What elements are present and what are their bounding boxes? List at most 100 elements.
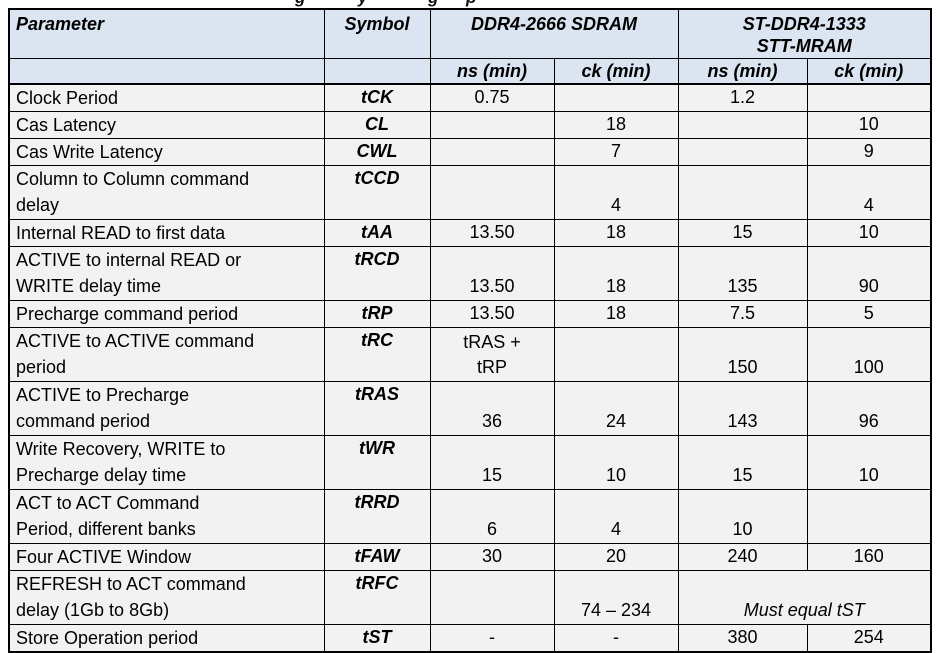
st-ck-cell — [806, 489, 932, 544]
symbol-cell: tRC — [323, 327, 431, 382]
symbol-cell: tCCD — [323, 165, 431, 220]
st-ns-cell: 15 — [677, 219, 808, 247]
st-ns-cell — [677, 165, 808, 220]
ddr4-ns-cell: - — [429, 624, 555, 653]
st-ns-cell: 10 — [677, 489, 808, 544]
parameter-cell: ACTIVE to Precharge command period — [8, 381, 325, 436]
ddr4-ck-cell: - — [553, 624, 679, 653]
st-ns-cell: 7.5 — [677, 300, 808, 328]
clipped-caption: gygp — [0, 0, 938, 7]
st-ns-cell: 380 — [677, 624, 808, 653]
st-ck-cell: 10 — [806, 219, 932, 247]
symbol-cell: tRP — [323, 300, 431, 328]
symbol-cell: tAA — [323, 219, 431, 247]
table-row: Write Recovery, WRITE to Precharge delay… — [8, 435, 932, 490]
st-ck-cell: 96 — [806, 381, 932, 436]
ddr4-ck-cell: 74 – 234 — [553, 570, 679, 625]
st-ck-cell: 5 — [806, 300, 932, 328]
ddr4-ns-cell: 13.50 — [429, 219, 555, 247]
ddr4-ck-cell — [553, 327, 679, 382]
parameter-cell: Cas Write Latency — [8, 138, 325, 166]
ddr4-ck-cell: 18 — [553, 111, 679, 139]
header-st-ns: ns (min) — [677, 57, 808, 85]
st-ns-cell: 15 — [677, 435, 808, 490]
st-ck-cell — [806, 83, 932, 112]
st-ns-cell: 240 — [677, 543, 808, 571]
st-ns-cell: 135 — [677, 246, 808, 301]
table-row: ACTIVE to internal READ or WRITE delay t… — [8, 246, 932, 301]
ddr4-ck-cell: 4 — [553, 165, 679, 220]
header-blank-parameter — [8, 57, 325, 85]
ddr4-ck-cell: 4 — [553, 489, 679, 544]
symbol-cell: tRCD — [323, 246, 431, 301]
parameter-cell: Four ACTIVE Window — [8, 543, 325, 571]
symbol-cell: tWR — [323, 435, 431, 490]
table-row: ACT to ACT Command Period, different ban… — [8, 489, 932, 544]
st-ns-cell: 143 — [677, 381, 808, 436]
table-header: Parameter Symbol DDR4-2666 SDRAM ST-DDR4… — [8, 8, 932, 85]
st-merged-cell: Must equal tST — [677, 570, 932, 625]
parameter-cell: Internal READ to first data — [8, 219, 325, 247]
parameter-cell: Clock Period — [8, 83, 325, 112]
parameter-cell: Cas Latency — [8, 111, 325, 139]
table-row: Store Operation period tST - - 380 254 — [8, 624, 932, 653]
clipped-caption-fragment: y — [358, 0, 367, 7]
st-ck-cell: 10 — [806, 111, 932, 139]
parameter-cell: ACTIVE to internal READ or WRITE delay t… — [8, 246, 325, 301]
st-ck-cell: 254 — [806, 624, 932, 653]
ddr4-ns-cell: 15 — [429, 435, 555, 490]
ddr4-ns-cell — [429, 165, 555, 220]
symbol-cell: tRFC — [323, 570, 431, 625]
st-ns-cell — [677, 111, 808, 139]
header-row-groups: Parameter Symbol DDR4-2666 SDRAM ST-DDR4… — [8, 8, 932, 59]
table-body: Clock Period tCK 0.75 1.2 Cas Latency CL… — [8, 83, 932, 653]
clipped-caption-fragment: g — [295, 0, 305, 7]
symbol-cell: tCK — [323, 83, 431, 112]
parameter-cell: ACTIVE to ACTIVE command period — [8, 327, 325, 382]
parameter-cell: Column to Column command delay — [8, 165, 325, 220]
st-ck-cell: 160 — [806, 543, 932, 571]
header-ddr4-ns: ns (min) — [429, 57, 555, 85]
header-st-ck: ck (min) — [806, 57, 932, 85]
st-ck-cell: 10 — [806, 435, 932, 490]
header-blank-symbol — [323, 57, 431, 85]
st-ck-cell: 100 — [806, 327, 932, 382]
parameter-cell: Write Recovery, WRITE to Precharge delay… — [8, 435, 325, 490]
table-row: Clock Period tCK 0.75 1.2 — [8, 83, 932, 112]
ddr4-ns-cell — [429, 138, 555, 166]
ddr4-ns-cell: 30 — [429, 543, 555, 571]
symbol-cell: CL — [323, 111, 431, 139]
symbol-cell: tFAW — [323, 543, 431, 571]
ddr4-ns-cell: 0.75 — [429, 83, 555, 112]
symbol-cell: tRRD — [323, 489, 431, 544]
table-row: Cas Latency CL 18 10 — [8, 111, 932, 139]
clipped-caption-fragment: g — [428, 0, 438, 7]
header-group-ddr4: DDR4-2666 SDRAM — [429, 8, 679, 59]
table-row: Four ACTIVE Window tFAW 30 20 240 160 — [8, 543, 932, 571]
st-ns-cell — [677, 138, 808, 166]
ddr4-ns-cell: tRAS + tRP — [429, 327, 555, 382]
header-ddr4-ck: ck (min) — [553, 57, 679, 85]
header-group-st: ST-DDR4-1333 STT-MRAM — [677, 8, 932, 59]
parameter-cell: REFRESH to ACT command delay (1Gb to 8Gb… — [8, 570, 325, 625]
ddr4-ns-cell: 6 — [429, 489, 555, 544]
table-row: Precharge command period tRP 13.50 18 7.… — [8, 300, 932, 328]
parameter-cell: ACT to ACT Command Period, different ban… — [8, 489, 325, 544]
ddr4-ns-cell: 13.50 — [429, 300, 555, 328]
st-ck-cell: 9 — [806, 138, 932, 166]
ddr4-ck-cell: 7 — [553, 138, 679, 166]
ddr4-ns-cell: 36 — [429, 381, 555, 436]
ddr4-ck-cell: 24 — [553, 381, 679, 436]
ddr4-ck-cell: 10 — [553, 435, 679, 490]
ddr4-ck-cell: 20 — [553, 543, 679, 571]
table-row: ACTIVE to Precharge command period tRAS … — [8, 381, 932, 436]
parameter-cell: Precharge command period — [8, 300, 325, 328]
st-ns-cell: 1.2 — [677, 83, 808, 112]
parameter-cell: Store Operation period — [8, 624, 325, 653]
symbol-cell: tRAS — [323, 381, 431, 436]
timing-table: Parameter Symbol DDR4-2666 SDRAM ST-DDR4… — [8, 8, 933, 653]
symbol-cell: CWL — [323, 138, 431, 166]
ddr4-ns-cell — [429, 570, 555, 625]
header-symbol: Symbol — [323, 8, 431, 59]
